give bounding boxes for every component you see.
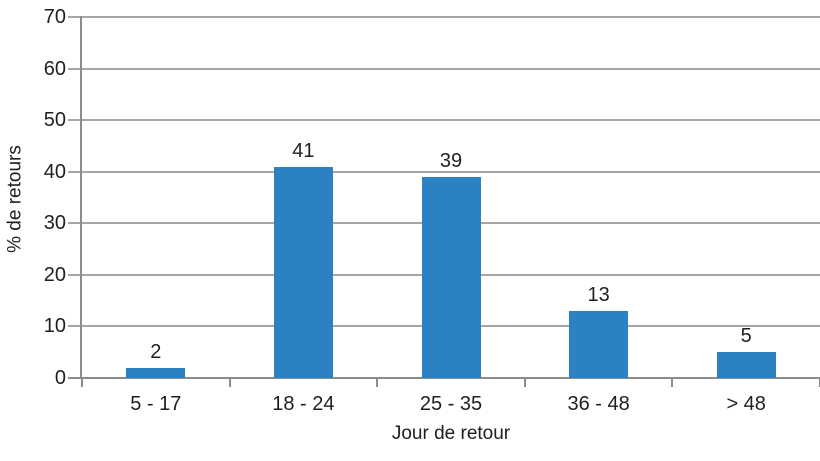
bar-value-label: 5 — [740, 325, 752, 348]
bar — [569, 310, 629, 378]
y-tick-label: 30 — [43, 212, 66, 235]
x-axis-tick — [228, 378, 231, 387]
x-tick-label: 36 - 48 — [567, 393, 630, 415]
x-axis-tick — [671, 378, 674, 387]
bar — [126, 367, 186, 378]
x-tick-label: > 48 — [726, 393, 766, 415]
bar-value-label: 41 — [292, 139, 315, 162]
y-tick-label: 20 — [43, 263, 66, 286]
gridline — [68, 67, 820, 70]
bar-value-label: 2 — [150, 340, 162, 363]
x-tick-label: 5 - 17 — [130, 393, 182, 415]
gridline — [68, 170, 820, 173]
x-axis-tick — [523, 378, 526, 387]
y-tick-label: 50 — [43, 109, 66, 132]
x-axis-title: Jour de retour — [391, 423, 511, 444]
bar-value-label: 39 — [439, 149, 463, 172]
x-tick-label: 18 - 24 — [272, 393, 335, 415]
y-axis-line — [80, 16, 82, 379]
bar-value-label: 13 — [587, 283, 610, 306]
y-tick-label: 10 — [43, 315, 66, 338]
y-tick-label: 60 — [43, 57, 66, 80]
gridline — [68, 16, 820, 18]
x-axis-tick — [376, 378, 379, 387]
bar — [716, 352, 776, 378]
y-tick-label: 0 — [54, 367, 66, 389]
gridline — [68, 119, 820, 122]
y-tick-label: 70 — [43, 6, 66, 28]
x-axis-line — [68, 377, 820, 379]
x-tick-label: 25 - 35 — [419, 393, 483, 415]
x-axis-tick — [81, 378, 83, 387]
bar — [273, 166, 333, 378]
y-tick-label: 40 — [43, 160, 66, 183]
bar — [421, 176, 481, 378]
